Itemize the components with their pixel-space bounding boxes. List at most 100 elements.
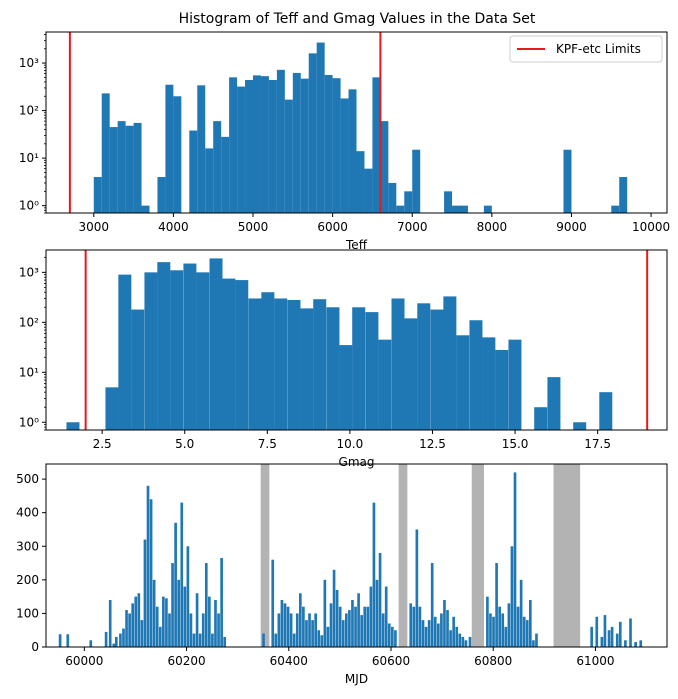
histogram-bar [345, 613, 348, 647]
histogram-bar [489, 613, 492, 647]
histogram-bar [495, 349, 509, 430]
histogram-bar [180, 502, 184, 647]
histogram-bar [140, 620, 144, 647]
histogram-bar [532, 640, 535, 647]
histogram-bar [356, 151, 365, 213]
x-tick-label: 60200 [167, 654, 205, 668]
y-tick-label: 10¹ [19, 151, 39, 165]
histogram-bar [482, 337, 496, 430]
histogram-bar [394, 630, 397, 647]
histogram-bar [115, 636, 118, 647]
histogram-bar [189, 613, 193, 647]
x-axis-title: Teff [345, 238, 368, 252]
y-tick-label: 500 [16, 472, 39, 486]
histogram-bar [372, 502, 376, 647]
histogram-bar [131, 309, 145, 430]
histogram-bar [192, 633, 196, 647]
histogram-bar [171, 563, 174, 647]
histogram-bar [141, 205, 150, 213]
y-tick-label: 10³ [19, 265, 39, 279]
histogram-bar [143, 539, 147, 647]
histogram-bar [332, 78, 341, 213]
y-tick-label: 400 [16, 506, 39, 520]
y-tick-label: 10² [19, 315, 39, 329]
histogram-bar [237, 86, 246, 213]
histogram-bar [173, 96, 182, 213]
histogram-bar [165, 84, 174, 213]
histogram-bar [529, 599, 532, 647]
histogram-bar [437, 623, 440, 647]
histogram-bar [152, 579, 156, 647]
histogram-bar [229, 77, 238, 213]
shaded-span [398, 464, 408, 647]
histogram-bar [217, 613, 220, 647]
x-tick-label: 5000 [238, 220, 269, 234]
histogram-bar [430, 563, 434, 647]
histogram-bar [195, 593, 199, 647]
x-tick-label: 8000 [477, 220, 508, 234]
histogram-bar [308, 53, 317, 214]
gmag-histogram-panel: 2.5 5.0 7.5 10.0 12.5 15.0 17.5 10⁰ 10¹ 10² 10³ Gma… [19, 249, 668, 469]
histogram-bar [338, 606, 342, 647]
histogram-bar [360, 615, 363, 647]
histogram-bar [292, 633, 296, 647]
histogram-bar [118, 274, 132, 430]
histogram-bar [183, 586, 187, 647]
histogram-bar [326, 307, 340, 430]
histogram-bar [314, 613, 317, 647]
histogram-bar [157, 262, 171, 430]
histogram-bar [522, 616, 526, 647]
x-tick-label: 6000 [317, 220, 348, 234]
histogram-bar [300, 308, 314, 430]
histogram-bar [455, 626, 459, 647]
histogram-bar [144, 272, 158, 430]
histogram-bar [220, 558, 223, 647]
histogram-bar [415, 529, 419, 647]
x-tick-label: 7.5 [258, 437, 277, 451]
histogram-bar [311, 620, 314, 647]
histogram-bar [563, 149, 572, 213]
histogram-bar [183, 263, 197, 430]
histogram-bar [409, 603, 413, 647]
histogram-bar [396, 205, 405, 213]
histogram-bar [507, 603, 511, 647]
histogram-bar [412, 149, 421, 213]
x-tick-label: 61000 [576, 654, 614, 668]
axes-frame [45, 31, 668, 214]
histogram-bar [271, 559, 275, 647]
x-tick-label: 15.0 [502, 437, 529, 451]
legend-label: KPF-etc Limits [556, 42, 641, 56]
histogram-bar [590, 626, 593, 647]
histogram-bar [261, 292, 275, 430]
histogram-bar [214, 599, 217, 647]
histogram-bar [89, 640, 93, 647]
histogram-bar [391, 626, 394, 647]
histogram-bar [391, 298, 405, 430]
histogram-bar [508, 339, 522, 430]
histogram-bar [547, 377, 561, 430]
histogram-bar [119, 633, 122, 647]
mjd-histogram-panel: 60000 60200 60400 60600 60800 61000 0 100 200 300… [16, 463, 668, 686]
histogram-bar [421, 620, 425, 647]
histogram-bar [440, 613, 443, 647]
histogram-bar [165, 598, 168, 647]
histogram-bar [276, 69, 285, 213]
histogram-bar [149, 499, 153, 647]
histogram-bar [204, 563, 208, 647]
histogram-bar [600, 636, 604, 647]
histogram-bar [109, 127, 118, 213]
histogram-bar [262, 633, 265, 647]
histogram-bar [339, 345, 353, 430]
histogram-bar [456, 335, 470, 430]
histogram-bar [384, 586, 388, 647]
histogram-bar [501, 613, 505, 647]
histogram-bar [198, 633, 202, 647]
histogram-bar [289, 613, 293, 647]
histogram-bar [105, 387, 119, 430]
histogram-bar [274, 633, 278, 647]
chart-title: Histogram of Teff and Gmag Values in the… [179, 11, 536, 27]
histogram-bar [313, 299, 327, 430]
histogram-bar [535, 633, 538, 647]
histogram-bar [208, 596, 211, 647]
